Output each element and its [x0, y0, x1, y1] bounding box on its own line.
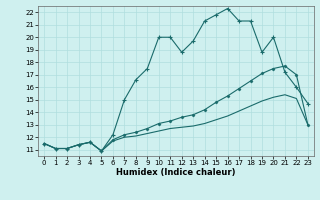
X-axis label: Humidex (Indice chaleur): Humidex (Indice chaleur) [116, 168, 236, 177]
